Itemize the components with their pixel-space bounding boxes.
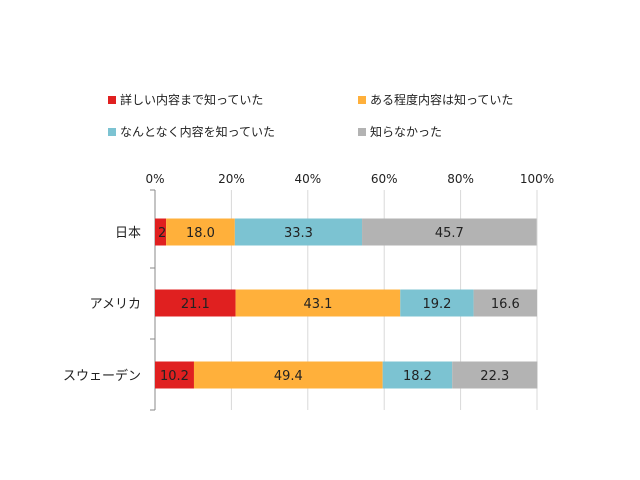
x-tick-label: 0% (145, 172, 164, 186)
legend-swatch-blue (108, 127, 116, 136)
bar-segment (362, 218, 537, 246)
legend-item-did-not-know: 知らなかった (358, 123, 442, 140)
bar-segment (193, 361, 383, 389)
category-label: スウェーデン (63, 368, 141, 384)
x-tick-label: 100% (520, 172, 554, 186)
legend-item-somewhat: ある程度内容は知っていた (358, 91, 513, 108)
bar-segment (166, 218, 235, 246)
bar-segment (155, 361, 194, 389)
bar-segment (235, 289, 401, 317)
data-label: 33.3 (284, 226, 313, 241)
data-label: 21.1 (181, 297, 210, 312)
data-label: 43.1 (303, 297, 332, 312)
data-label: 10.2 (160, 369, 189, 384)
data-label: 18.0 (186, 226, 215, 241)
data-label: 16.6 (491, 297, 520, 312)
bar-segment (382, 361, 453, 389)
legend-swatch-red (108, 95, 116, 104)
bar-segment (234, 218, 363, 246)
category-label: 日本 (115, 226, 141, 241)
x-tick-label: 60% (371, 172, 398, 186)
category-label: アメリカ (90, 297, 141, 312)
legend-label: 知らなかった (370, 125, 443, 139)
legend-item-vaguely: なんとなく内容を知っていた (108, 123, 275, 140)
data-label: 19.2 (422, 297, 451, 312)
bar-segment (473, 289, 537, 317)
legend-swatch-orange (358, 95, 366, 104)
legend-swatch-gray (358, 127, 366, 136)
data-label: 18.2 (403, 369, 432, 384)
legend-label: 詳しい内容まで知っていた (120, 93, 264, 107)
data-label: 22.3 (480, 369, 509, 384)
bar-segment (400, 289, 474, 317)
bar-segment (452, 361, 538, 389)
bar-segment (155, 218, 167, 246)
x-tick-label: 80% (447, 172, 474, 186)
data-label: 49.4 (274, 369, 303, 384)
legend-label: なんとなく内容を知っていた (120, 125, 276, 139)
legend-label: ある程度内容は知っていた (370, 93, 514, 107)
bar-segment (155, 289, 236, 317)
x-tick-label: 20% (218, 172, 245, 186)
x-tick-label: 40% (294, 172, 321, 186)
legend-item-detailed: 詳しい内容まで知っていた (108, 91, 263, 108)
data-label: 45.7 (435, 226, 464, 241)
